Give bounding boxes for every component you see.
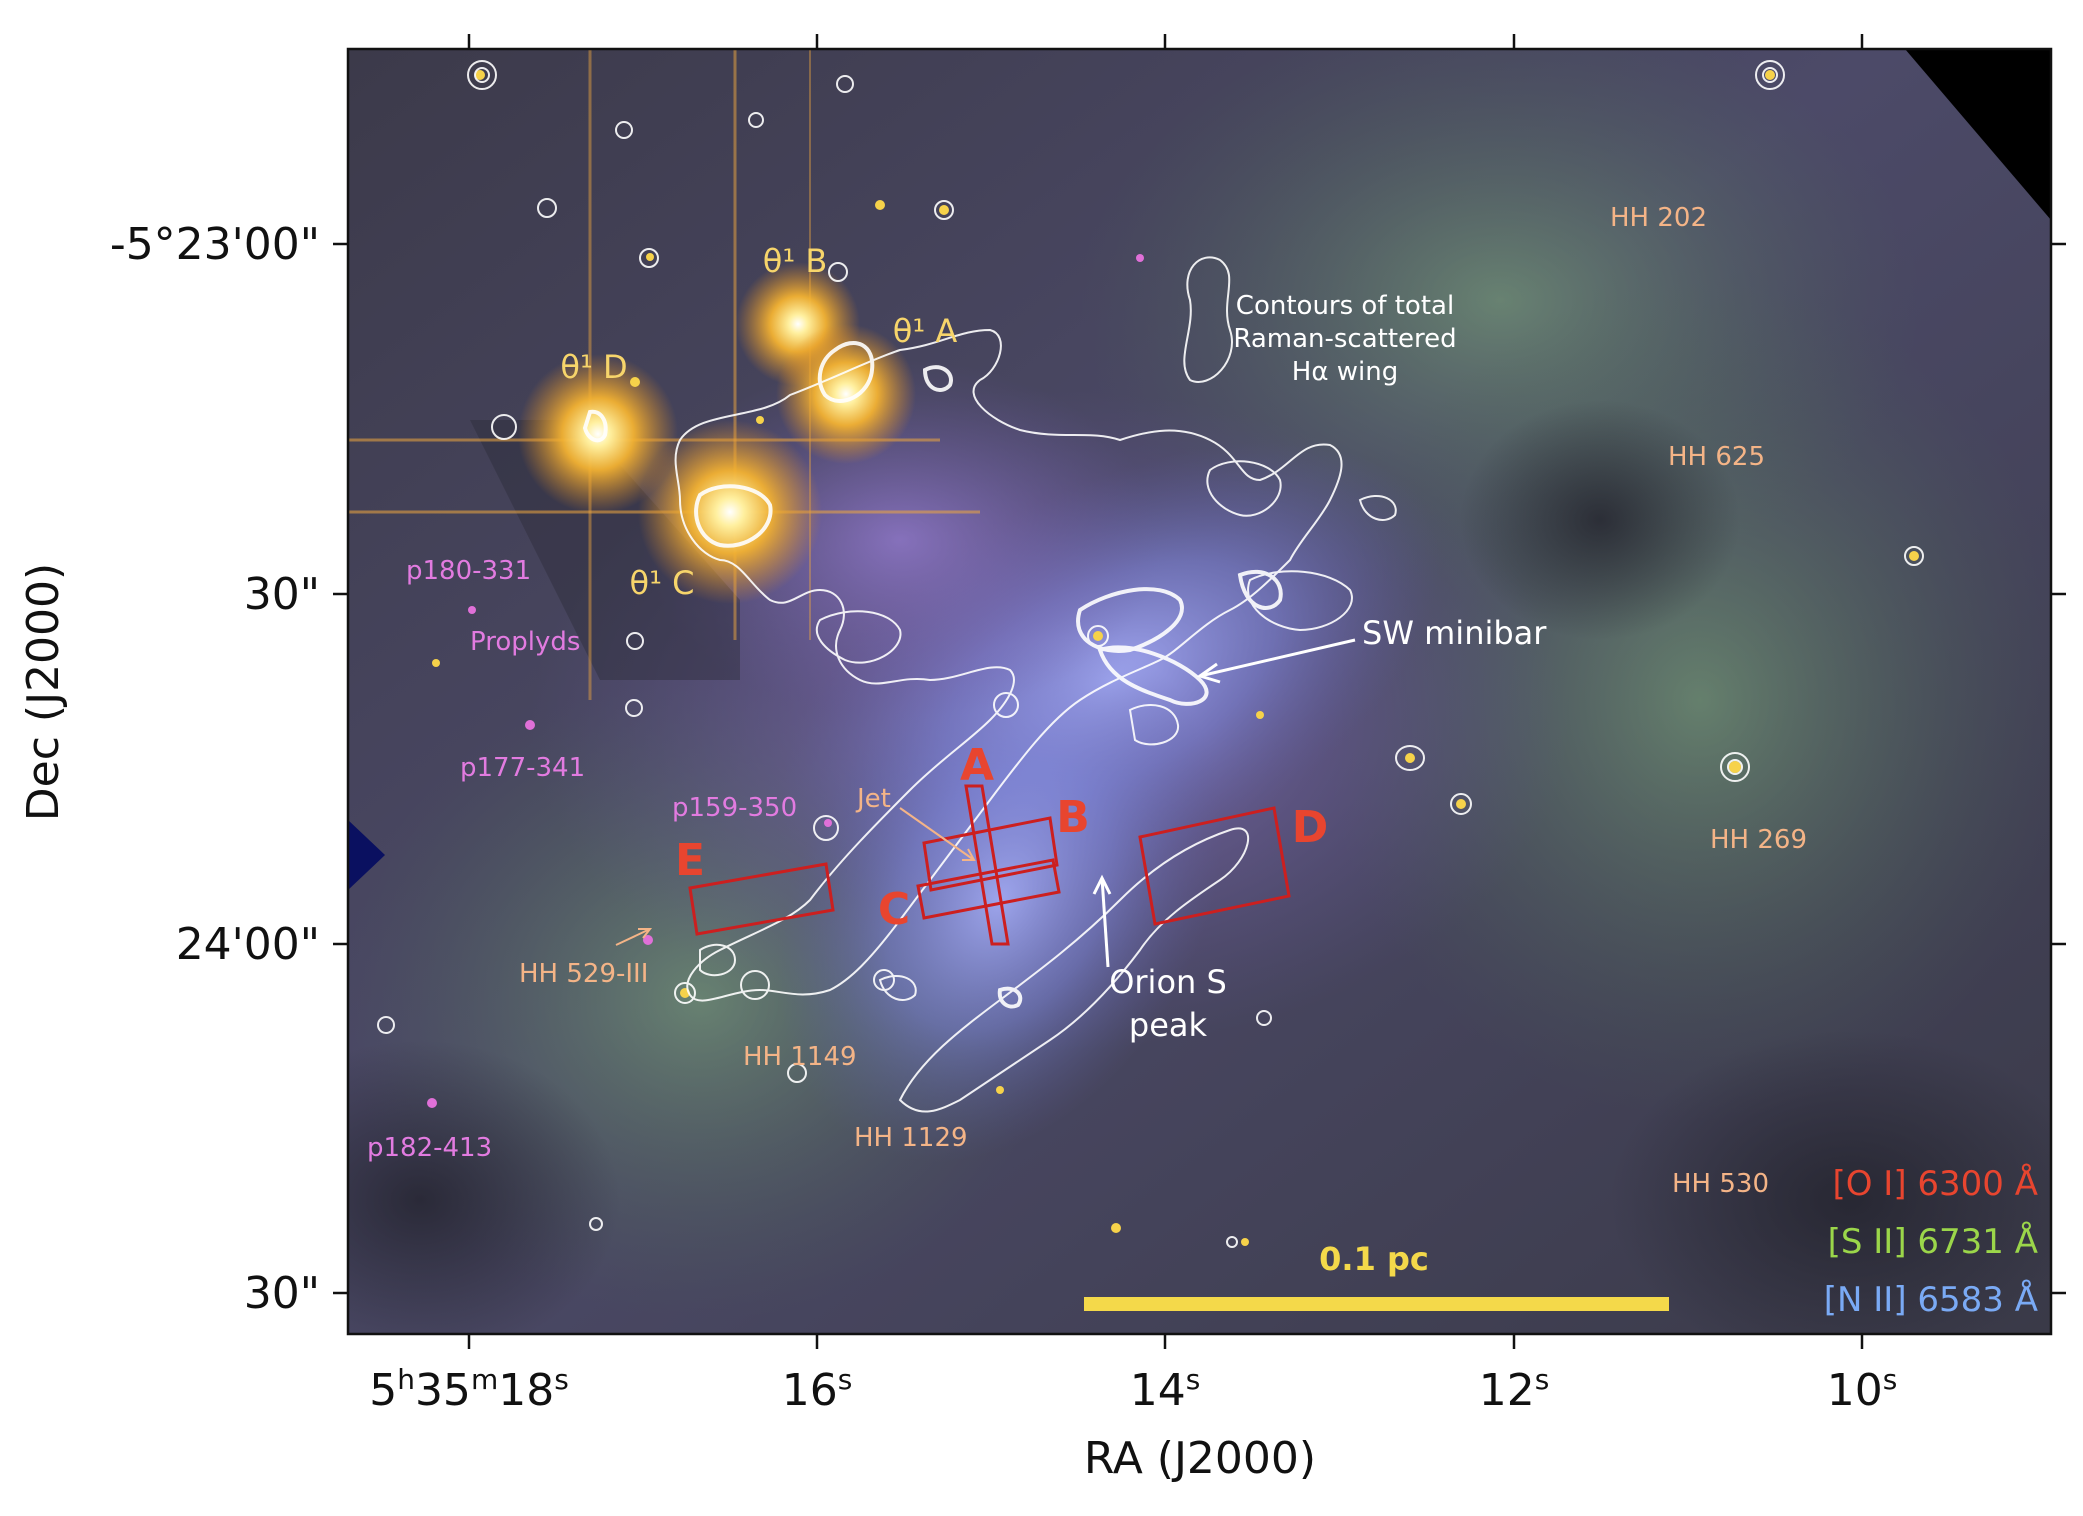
x-ticks-top (467, 34, 1864, 49)
hh1149-label: HH 1149 (743, 1042, 857, 1072)
scale-bar-label: 0.1 pc (1319, 1240, 1429, 1278)
p180-331-label: p180-331 (406, 556, 531, 586)
annotation-arrows (615, 638, 1356, 968)
box-c (916, 858, 1061, 920)
box-b (922, 816, 1059, 892)
legend-nii: [N II] 6583 Å (1824, 1279, 2038, 1320)
x-tick-label-12s: 12s (1479, 1363, 1550, 1416)
y-tick-label-3: 30" (244, 1268, 320, 1319)
raman-contours (377, 60, 1924, 1248)
slit-boxes (688, 784, 1291, 946)
hh-labels: HH 202 HH 625 HH 269 HH 530 HH 529-III H… (519, 203, 1807, 1199)
emission-legend: [O I] 6300 Å [S II] 6731 Å [N II] 6583 Å (1824, 1163, 2038, 1320)
box-label-c: C (878, 884, 910, 935)
legend-sii: [S II] 6731 Å (1828, 1221, 2038, 1262)
p159-350-label: p159-350 (672, 793, 797, 823)
theta1-a-label: θ¹ A (893, 312, 958, 350)
scale-bar (1084, 1297, 1669, 1311)
contours-label-line3: Hα wing (1292, 357, 1398, 387)
y-axis-title: Dec (J2000) (18, 563, 69, 821)
proplyd-labels: p180-331 Proplyds p177-341 p159-350 p182… (367, 556, 797, 1163)
y-tick-label-1: 30" (244, 569, 320, 620)
p182-413-label: p182-413 (367, 1133, 492, 1163)
hh529-label: HH 529-III (519, 959, 648, 989)
p177-341-label: p177-341 (460, 753, 585, 783)
x-tick-label-18s: 5h35m18s (369, 1363, 569, 1416)
x-tick-label-14s: 14s (1130, 1363, 1201, 1416)
box-label-b: B (1056, 792, 1090, 843)
box-a (964, 784, 1010, 946)
y-tick-label-0: -5°23'00" (110, 219, 320, 270)
contours-label-line1: Contours of total (1236, 291, 1454, 321)
box-d (1138, 806, 1291, 926)
orion-s-label-line2: peak (1129, 1006, 1208, 1044)
hh530-label: HH 530 (1672, 1169, 1769, 1199)
theta1-b-label: θ¹ B (763, 242, 828, 280)
box-label-d: D (1292, 802, 1329, 853)
x-axis-title: RA (J2000) (1084, 1433, 1316, 1484)
sw-minibar-label: SW minibar (1362, 614, 1547, 652)
white-annotations: Contours of total Raman-scattered Hα win… (1109, 291, 1547, 1044)
theta1-c-label: θ¹ C (630, 564, 695, 602)
proplyds-label: Proplyds (470, 627, 580, 657)
jet-label: Jet (855, 784, 891, 814)
x-tick-label-16s: 16s (782, 1363, 853, 1416)
y-tick-labels: -5°23'00" 30" 24'00" 30" (110, 219, 320, 1319)
orion-s-label-line1: Orion S (1109, 963, 1227, 1001)
hh202-label: HH 202 (1610, 203, 1707, 233)
legend-oi: [O I] 6300 Å (1832, 1163, 2038, 1204)
y-ticks-right (2051, 242, 2066, 1295)
star-labels: θ¹ B θ¹ A θ¹ D θ¹ C (560, 242, 957, 602)
box-label-e: E (675, 835, 705, 886)
nebula-image (348, 49, 2051, 1334)
x-tick-labels: 5h35m18s 16s 14s 12s 10s (369, 1363, 1897, 1416)
x-tick-label-10s: 10s (1827, 1363, 1898, 1416)
hh1129-label: HH 1129 (854, 1123, 968, 1153)
hh269-label: HH 269 (1710, 825, 1807, 855)
box-e (688, 862, 835, 936)
y-tick-label-2: 24'00" (176, 919, 320, 970)
box-letters: A B C D E (675, 740, 1328, 935)
theta1-d-label: θ¹ D (560, 348, 627, 386)
box-label-a: A (960, 740, 994, 791)
axes-frame (333, 34, 2066, 1349)
y-ticks-left (333, 242, 348, 1295)
contours-label-line2: Raman-scattered (1233, 324, 1456, 354)
hh625-label: HH 625 (1668, 442, 1765, 472)
x-ticks-bottom (467, 1334, 1864, 1349)
